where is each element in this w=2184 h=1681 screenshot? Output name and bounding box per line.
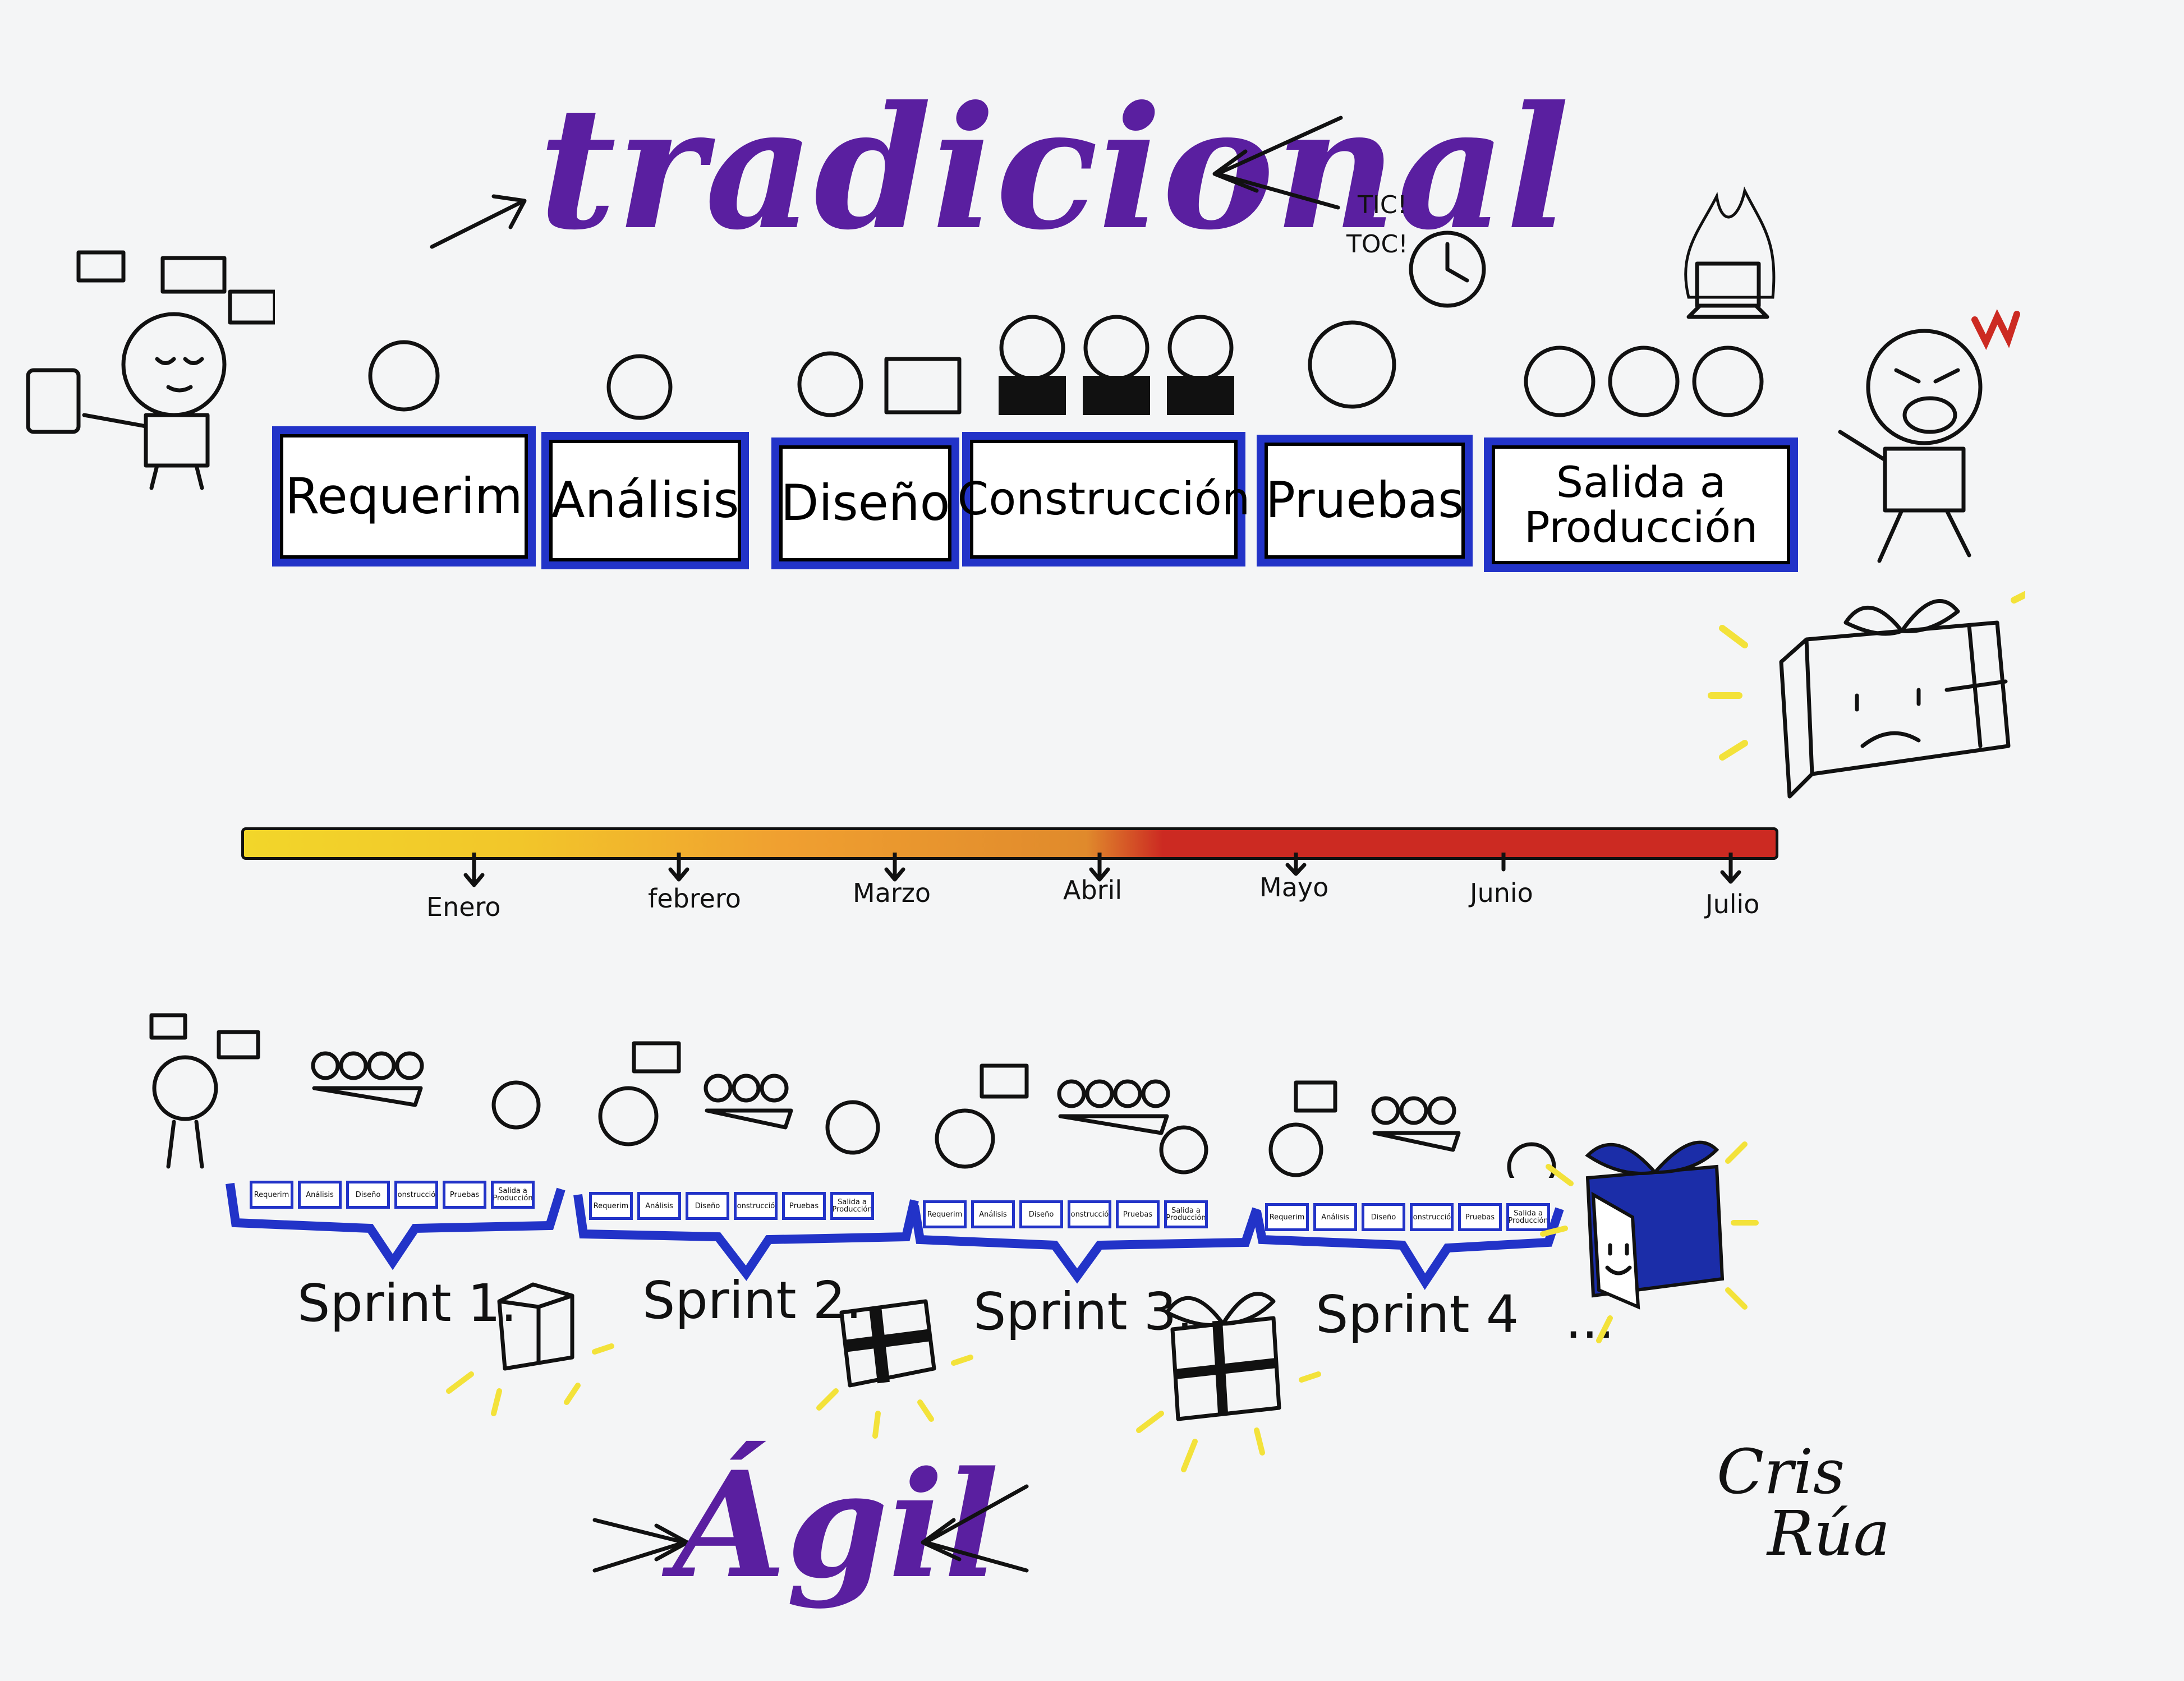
timeline-bar [241,827,1778,860]
happy-gift-icon [1540,1140,1759,1343]
phase-diseno: Diseño [771,437,959,569]
sprint-3-gift-icon [1136,1292,1321,1472]
mini-diseno: Diseño [1362,1203,1405,1231]
sprint-2-label: Sprint 2. [642,1270,862,1330]
mini-pruebas: Pruebas [443,1181,486,1209]
month-julio: Julio [1705,889,1760,919]
mini-diseno: Diseño [686,1192,729,1220]
tic-label: TIC! [1358,191,1408,219]
mini-requerim: Requerim [923,1200,967,1228]
mini-pruebas: Pruebas [1458,1203,1502,1231]
phase-salida-produccion: Salida a Producción [1484,437,1798,572]
mini-salida: Salida a Producción [491,1181,535,1209]
sprint-4-phases: Requerim Análisis Diseño Construcción Pr… [1265,1203,1550,1231]
month-enero: Enero [426,892,501,922]
sprint-1-label: Sprint 1. [297,1273,517,1333]
mini-diseno: Diseño [346,1181,390,1209]
mini-requerim: Requerim [1265,1203,1309,1231]
mini-salida: Salida a Producción [1506,1203,1550,1231]
sprint-3-phases: Requerim Análisis Diseño Construcción Pr… [923,1200,1208,1228]
mini-analisis: Análisis [1313,1203,1357,1231]
month-febrero: febrero [648,883,741,914]
arrow-right-icon [430,194,527,249]
toc-label: TOC! [1346,230,1408,259]
sprint-1-box-icon [446,1282,614,1416]
mini-pruebas: Pruebas [1116,1200,1160,1228]
arrow-right-icon [592,1518,689,1573]
sprint-braces [226,1182,1564,1290]
month-junio: Junio [1470,878,1533,908]
mini-requerim: Requerim [250,1181,293,1209]
arrow-left-icon [921,1484,1029,1573]
timeline-ticks [463,853,1741,887]
clock-icon [1409,231,1486,308]
team-people-icon [368,315,1764,420]
angry-manager-icon [1838,308,2020,563]
mini-pruebas: Pruebas [782,1192,826,1220]
agile-team-icon [149,1013,1556,1178]
signature-line2: Rúa [1767,1498,1891,1569]
arrow-left-icon [1212,116,1343,210]
sad-gift-icon [1708,591,2025,799]
signature-line1: Cris [1717,1436,1845,1508]
mini-salida: Salida a Producción [830,1192,874,1220]
sprint-1-phases: Requerim Análisis Diseño Construcción Pr… [250,1181,535,1209]
sprint-3-label: Sprint 3. [973,1282,1193,1342]
manager-person-icon [26,250,275,490]
mini-construccion: Construcción [1410,1203,1454,1231]
mini-analisis: Análisis [971,1200,1015,1228]
sprint-2-gift-icon [816,1299,973,1439]
title-tradicional: tradicional [539,69,1570,267]
month-mayo: Mayo [1259,872,1329,902]
mini-construccion: Construcción [734,1192,778,1220]
mini-construccion: Construcción [1068,1200,1111,1228]
phase-pruebas: Pruebas [1257,435,1473,567]
burning-computer-icon [1684,186,1776,319]
phase-requerim: Requerim [272,426,536,567]
mini-diseno: Diseño [1019,1200,1063,1228]
sprint-2-phases: Requerim Análisis Diseño Construcción Pr… [589,1192,874,1220]
mini-salida: Salida a Producción [1164,1200,1208,1228]
sprint-4-label: Sprint 4 [1316,1284,1519,1344]
mini-construccion: Construcción [394,1181,438,1209]
mini-requerim: Requerim [589,1192,633,1220]
phase-analisis: Análisis [541,432,749,569]
mini-analisis: Análisis [637,1192,681,1220]
mini-analisis: Análisis [298,1181,342,1209]
phase-construccion: Construcción [958,432,1250,567]
month-abril: Abril [1063,875,1123,905]
month-marzo: Marzo [853,878,931,908]
